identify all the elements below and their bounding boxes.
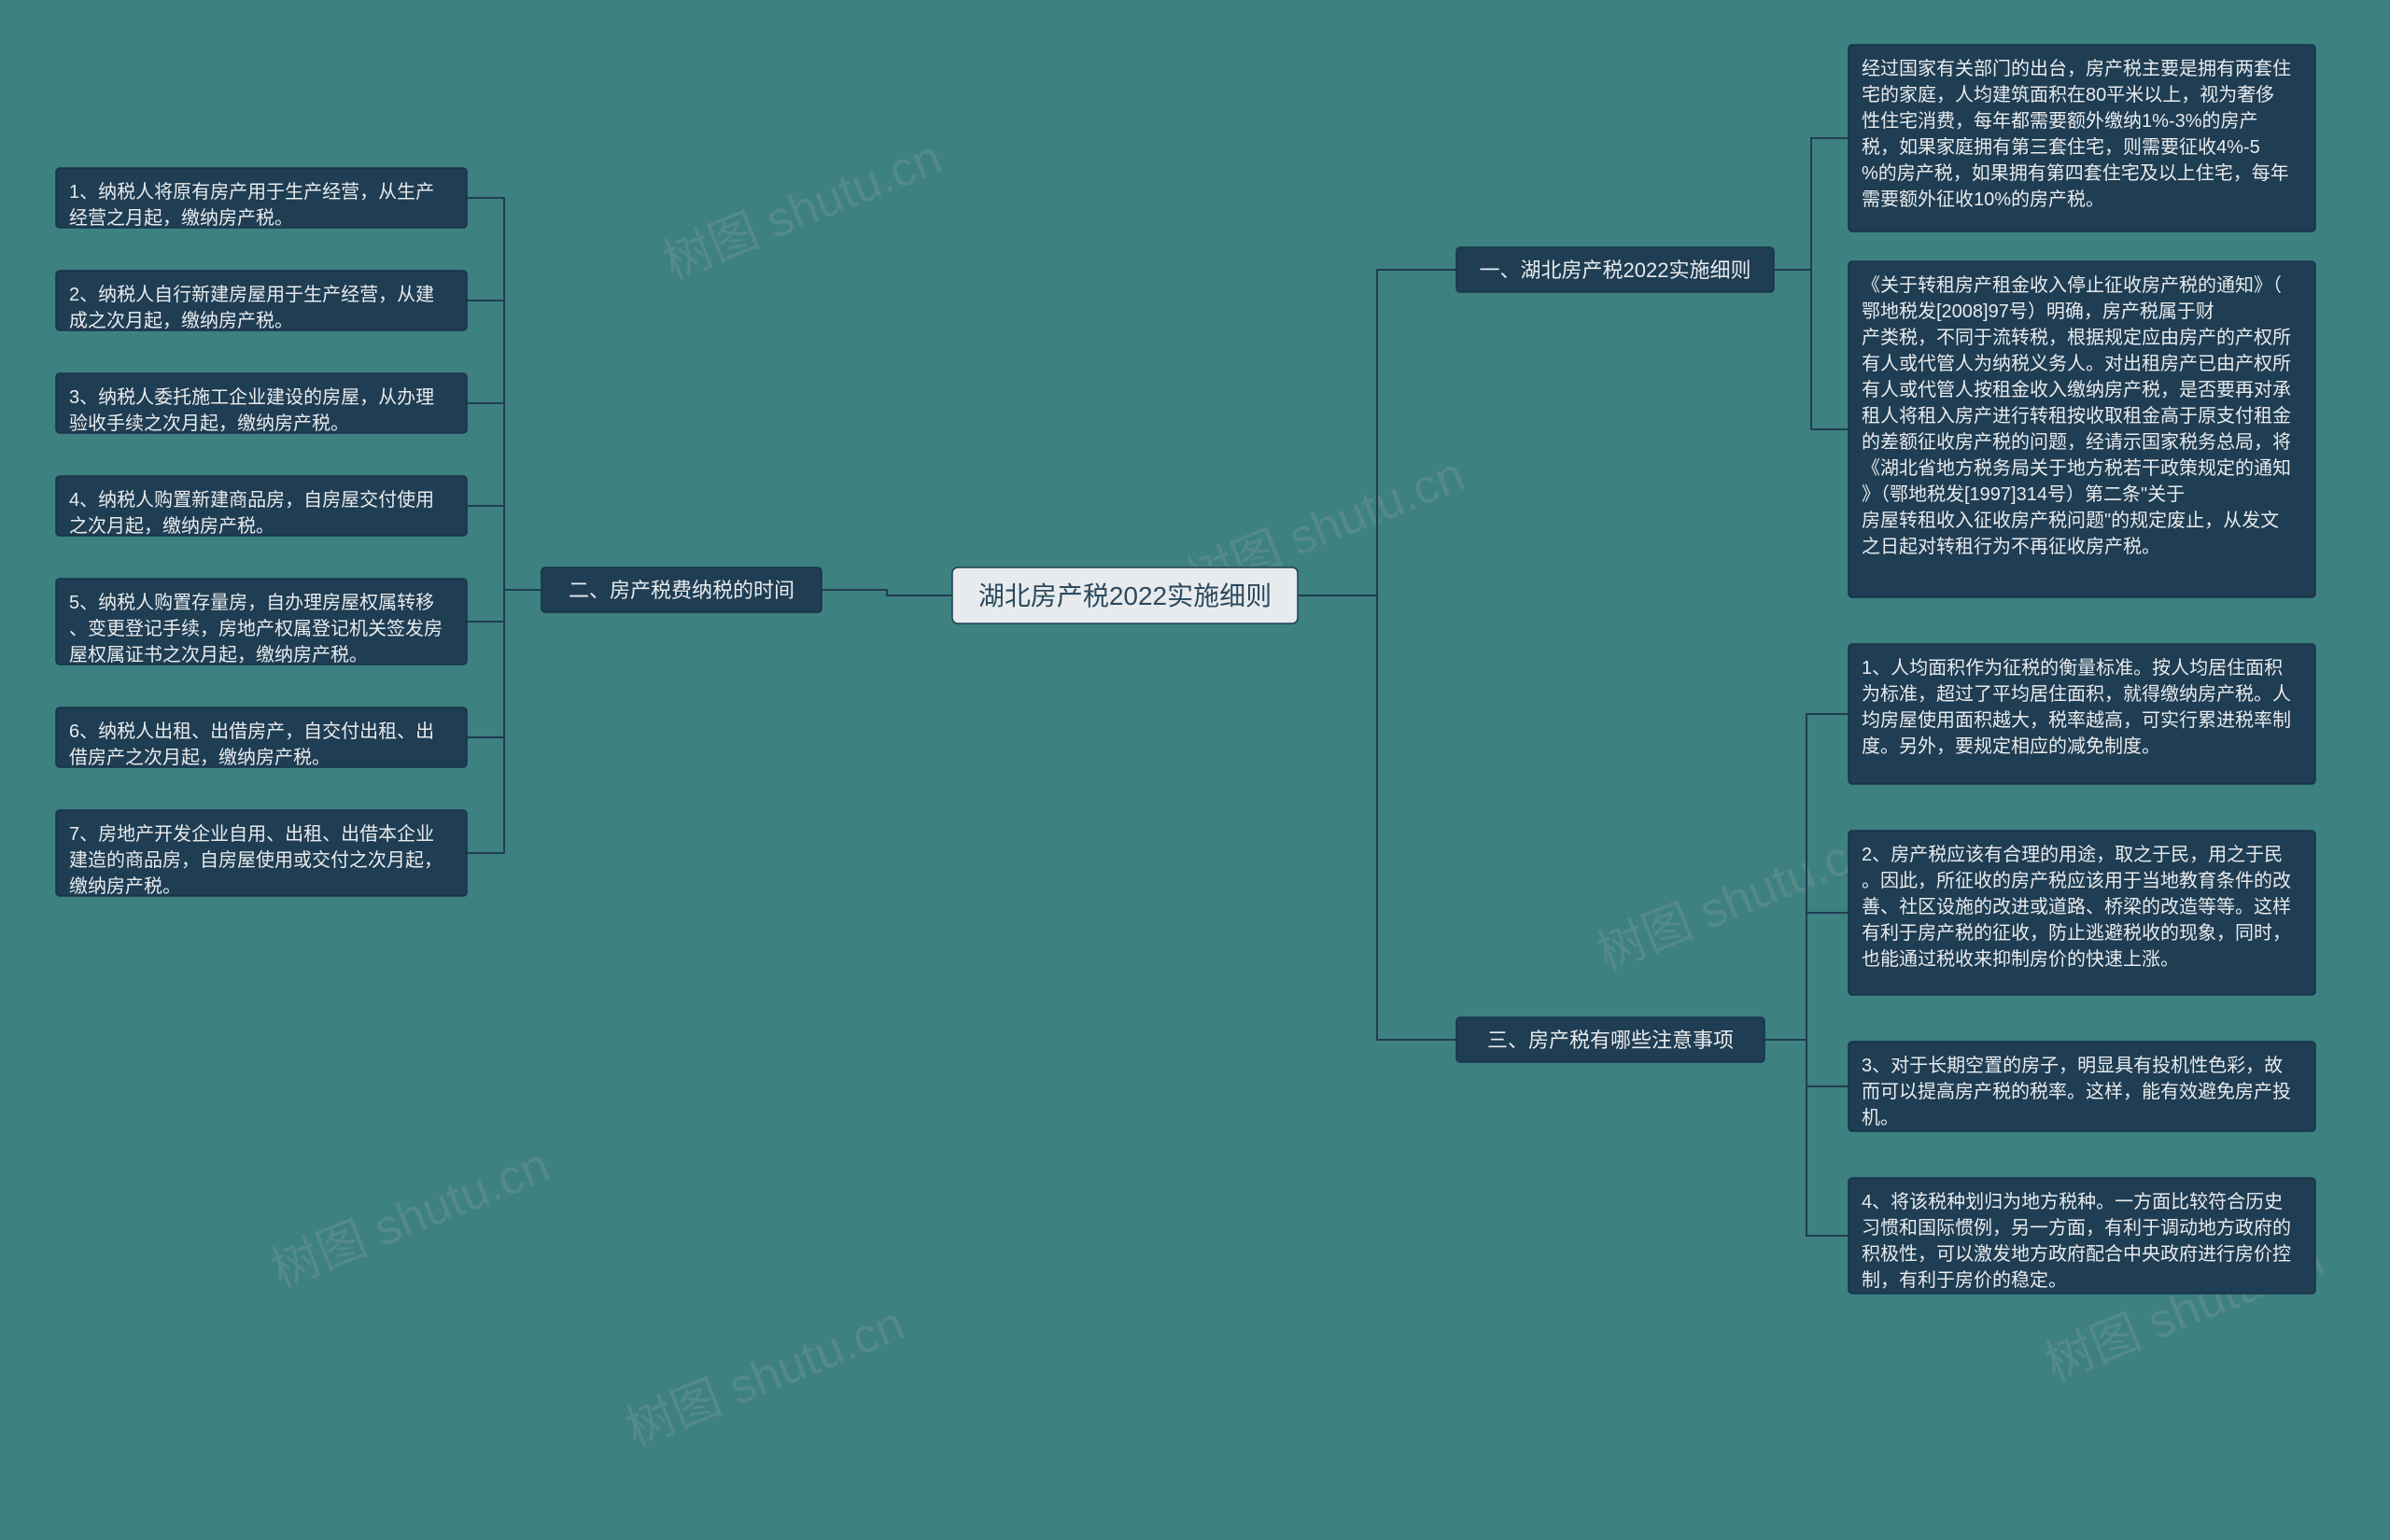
leaf-node[interactable]: 5、纳税人购置存量房，自办理房屋权属转移、变更登记手续，房地产权属登记机关签发房…	[56, 579, 467, 665]
leaf-node[interactable]: 2、纳税人自行新建房屋用于生产经营，从建成之次月起，缴纳房产税。	[56, 271, 467, 331]
branch-node-label: 二、房产税费纳税的时间	[569, 579, 794, 602]
leaf-node[interactable]: 4、将该税种划归为地方税种。一方面比较符合历史习惯和国际惯例，另一方面，有利于调…	[1849, 1178, 2315, 1294]
leaf-node[interactable]: 《关于转租房产租金收入停止征收房产税的通知》（鄂地税发[2008]97号）明确，…	[1849, 261, 2315, 597]
leaf-node[interactable]: 经过国家有关部门的出台，房产税主要是拥有两套住宅的家庭，人均建筑面积在80平米以…	[1849, 45, 2315, 231]
mindmap-canvas: 树图 shutu.cn树图 shutu.cn树图 shutu.cn树图 shut…	[0, 0, 2390, 1540]
branch-node-label: 三、房产税有哪些注意事项	[1487, 1029, 1734, 1052]
leaf-node[interactable]: 7、房地产开发企业自用、出租、出借本企业建造的商品房，自房屋使用或交付之次月起，…	[56, 810, 467, 897]
leaf-node[interactable]: 1、纳税人将原有房产用于生产经营，从生产经营之月起，缴纳房产税。	[56, 168, 467, 229]
leaf-node[interactable]: 2、房产税应该有合理的用途，取之于民，用之于民。因此，所征收的房产税应该用于当地…	[1849, 831, 2315, 995]
branch-node[interactable]: 二、房产税费纳税的时间	[541, 567, 822, 612]
branch-node[interactable]: 一、湖北房产税2022实施细则	[1456, 247, 1774, 292]
leaf-node[interactable]: 6、纳税人出租、出借房产，自交付出租、出借房产之次月起，缴纳房产税。	[56, 707, 467, 768]
leaf-node[interactable]: 3、纳税人委托施工企业建设的房屋，从办理验收手续之次月起，缴纳房产税。	[56, 373, 467, 434]
branch-node-label: 一、湖北房产税2022实施细则	[1480, 259, 1751, 282]
center-node-label: 湖北房产税2022实施细则	[978, 581, 1272, 610]
leaf-node[interactable]: 4、纳税人购置新建商品房，自房屋交付使用之次月起，缴纳房产税。	[56, 476, 467, 537]
leaf-node[interactable]: 1、人均面积作为征税的衡量标准。按人均居住面积为标准，超过了平均居住面积，就得缴…	[1849, 644, 2315, 784]
center-node[interactable]: 湖北房产税2022实施细则	[952, 567, 1298, 623]
leaf-node[interactable]: 3、对于长期空置的房子，明显具有投机性色彩，故而可以提高房产税的税率。这样，能有…	[1849, 1042, 2315, 1131]
branch-node[interactable]: 三、房产税有哪些注意事项	[1456, 1017, 1764, 1062]
